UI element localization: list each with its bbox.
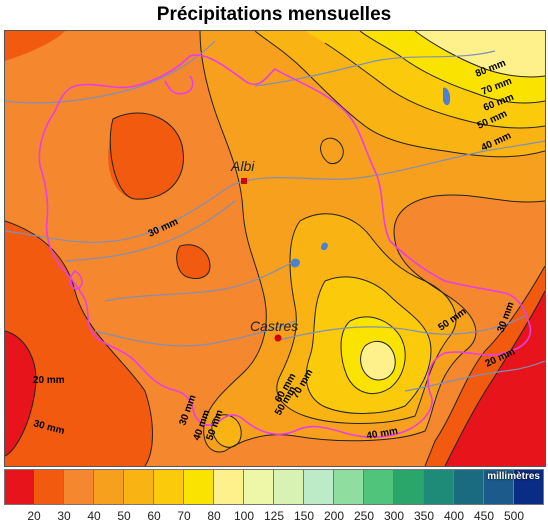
legend-tick-label: 70 [177,509,191,523]
legend-swatch [304,469,334,505]
legend-swatch [94,469,124,505]
legend-tick-label: 300 [383,509,405,523]
legend-unit: millimètres [487,471,540,482]
department-borders [38,54,532,438]
legend-tick-label: 50 [117,509,131,523]
legend-swatch [154,469,184,505]
band-20-30-west [5,221,153,466]
color-legend: millimètres [4,469,544,505]
city-marker-castres [274,334,282,342]
legend-swatch [364,469,394,505]
legend-tick-label: 150 [293,509,315,523]
map-title: Précipitations mensuelles [156,4,392,25]
legend-swatch [454,469,484,505]
city-label-albi: Albi [230,158,255,174]
legend-swatch [274,469,304,505]
legend-tick-label: 500 [503,509,525,523]
legend-tick-label: 350 [413,509,435,523]
band-40-50-patch [323,139,344,164]
band-under-20-east [445,291,545,466]
legend-swatch [334,469,364,505]
band-50-60-patch [211,414,242,448]
precipitation-map: 80 mm 70 mm 60 mm 50 mm 40 mm 30 mm 30 m… [4,30,546,467]
city-marker-albi [241,178,247,184]
legend-tick-label: 125 [263,509,285,523]
legend-swatch [4,469,35,505]
legend-swatch [34,469,64,505]
legend-swatch [124,469,154,505]
band-under-20-west [5,331,36,456]
map-canvas: 80 mm 70 mm 60 mm 50 mm 40 mm 30 mm 30 m… [5,31,545,466]
legend-swatch [424,469,454,505]
city-label-castres: Castres [250,318,298,334]
band-20-30-small-patch [176,244,210,279]
city-castres: Castres [250,318,298,342]
legend-swatch [214,469,244,505]
band-80-100-south [360,341,396,380]
legend-tick-label: 20 [27,509,41,523]
band-20-30-nw [5,31,65,61]
rivers [5,40,545,392]
legend-tick-label: 40 [87,509,101,523]
legend-tick-label: 60 [147,509,161,523]
legend-tick-label: 400 [443,509,465,523]
legend-tick-label: 200 [323,509,345,523]
lakes [290,87,451,268]
legend-swatch [64,469,94,505]
legend-tick-label: 450 [473,509,495,523]
band-20-30-north-patch [108,113,184,200]
legend-tick-label: 100 [233,509,255,523]
legend-swatch [184,469,214,505]
contour-label: 20 mm [33,375,65,386]
legend-tick-label: 30 [57,509,71,523]
legend-swatch [514,469,544,505]
legend-swatch [484,469,514,505]
legend-swatch [244,469,274,505]
city-albi: Albi [230,158,255,184]
legend-tick-label: 80 [207,509,221,523]
legend-swatch [394,469,424,505]
contour-label: 40 mm [366,426,399,442]
legend-tick-label: 250 [353,509,375,523]
